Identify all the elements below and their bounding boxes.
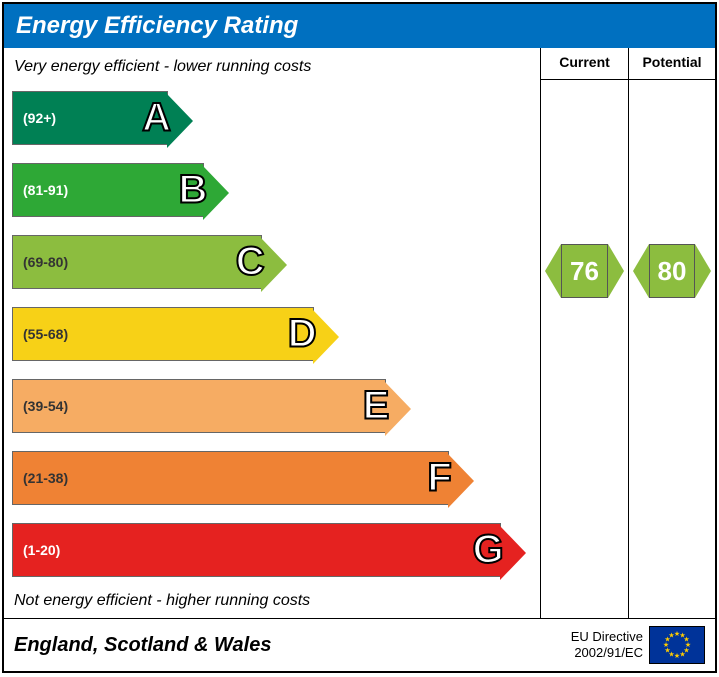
top-efficiency-label: Very energy efficient - lower running co… [12, 54, 532, 80]
chart-area: Very energy efficient - lower running co… [4, 48, 541, 618]
directive-line2: 2002/91/EC [571, 645, 643, 661]
band-bar-b: (81-91)B [12, 163, 204, 217]
band-letter-d: D [288, 312, 317, 357]
footer-directive: EU Directive 2002/91/EC [571, 629, 643, 660]
potential-rating-value: 80 [649, 244, 695, 298]
band-row-c: (69-80) C [12, 233, 532, 291]
potential-body: 80 [629, 80, 715, 618]
directive-line1: EU Directive [571, 629, 643, 645]
band-range-d: (55-68) [13, 326, 68, 342]
band-bar-c: (69-80) C [12, 235, 262, 289]
epc-chart-container: Energy Efficiency Rating Very energy eff… [2, 2, 717, 673]
potential-header: Potential [629, 48, 715, 80]
eu-stars: ★★★★★★★★★★★★ [663, 631, 691, 659]
band-letter-a: A [142, 96, 171, 141]
band-range-c: (69-80) [13, 254, 68, 270]
rating-columns: Current 76 Potential 80 [541, 48, 715, 618]
band-range-a: (92+) [13, 110, 56, 126]
band-range-f: (21-38) [13, 470, 68, 486]
band-range-b: (81-91) [13, 182, 68, 198]
potential-column: Potential 80 [628, 48, 715, 618]
potential-rating-marker: 80 [633, 244, 711, 298]
band-bar-g: (1-20) G [12, 523, 501, 577]
band-bar-a: (92+) A [12, 91, 168, 145]
band-bar-e: (39-54)E [12, 379, 386, 433]
band-letter-c: C [236, 240, 265, 285]
band-letter-e: E [363, 384, 390, 429]
band-row-f: (21-38) F [12, 449, 532, 507]
band-range-e: (39-54) [13, 398, 68, 414]
rating-bands: (92+) A (81-91) B (69-80) C (55-68) D (39-54) E (2… [12, 80, 532, 588]
band-range-g: (1-20) [13, 542, 60, 558]
band-bar-f: (21-38) F [12, 451, 449, 505]
current-header: Current [541, 48, 628, 80]
band-letter-f: F [427, 456, 451, 501]
band-letter-b: B [179, 168, 208, 213]
main-area: Very energy efficient - lower running co… [4, 48, 715, 619]
current-body: 76 [541, 80, 628, 618]
band-row-d: (55-68) D [12, 305, 532, 363]
bottom-efficiency-label: Not energy efficient - higher running co… [12, 588, 532, 614]
current-rating-value: 76 [561, 244, 608, 298]
title-bar: Energy Efficiency Rating [4, 4, 715, 48]
band-row-b: (81-91) B [12, 161, 532, 219]
band-row-a: (92+) A [12, 89, 532, 147]
band-row-g: (1-20) G [12, 521, 532, 579]
current-column: Current 76 [541, 48, 628, 618]
footer-region: England, Scotland & Wales [14, 634, 571, 657]
footer: England, Scotland & Wales EU Directive 2… [4, 619, 715, 671]
band-bar-d: (55-68) D [12, 307, 314, 361]
eu-flag-icon: ★★★★★★★★★★★★ [649, 626, 705, 664]
current-rating-marker: 76 [545, 244, 624, 298]
band-row-e: (39-54) E [12, 377, 532, 435]
band-letter-g: G [473, 528, 504, 573]
